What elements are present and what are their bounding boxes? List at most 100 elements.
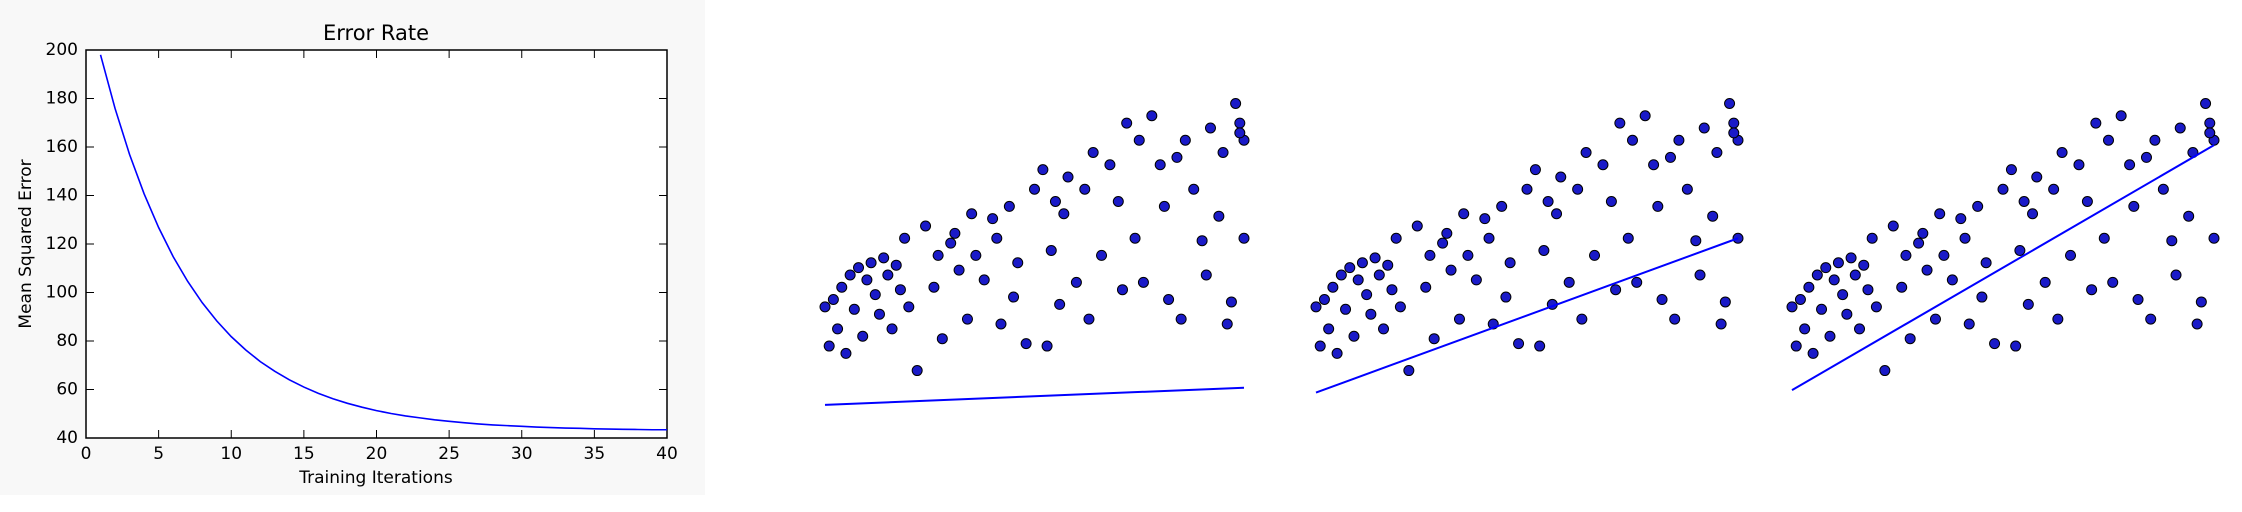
- point: [2090, 117, 2102, 129]
- point: [1929, 313, 1941, 325]
- point: [1980, 257, 1992, 269]
- point: [1348, 330, 1360, 342]
- point: [2056, 147, 2068, 158]
- point: [1049, 196, 1061, 207]
- point: [1724, 98, 1736, 109]
- point: [1112, 196, 1124, 207]
- point: [2065, 249, 2077, 261]
- point: [1037, 164, 1049, 176]
- y-tick-label: 120: [46, 234, 78, 254]
- point: [819, 301, 831, 313]
- point: [1390, 232, 1402, 244]
- point: [2204, 117, 2216, 129]
- point: [1386, 284, 1398, 296]
- point: [1079, 183, 1091, 195]
- point: [1790, 340, 1802, 352]
- point: [853, 262, 865, 274]
- point: [1934, 208, 1946, 220]
- point: [832, 323, 844, 335]
- point: [2191, 318, 2203, 330]
- point: [1062, 171, 1074, 183]
- point: [1221, 318, 1233, 330]
- y-tick-label: 100: [46, 283, 78, 303]
- point: [2145, 313, 2157, 325]
- point: [1551, 208, 1563, 220]
- point: [1323, 323, 1335, 335]
- point: [1681, 183, 1693, 195]
- point: [1605, 196, 1617, 207]
- point: [2039, 276, 2051, 288]
- point: [873, 308, 885, 320]
- point: [1627, 134, 1638, 146]
- point: [1803, 281, 1815, 293]
- point: [936, 333, 948, 345]
- point: [2124, 159, 2136, 171]
- point: [1887, 220, 1899, 232]
- point: [1572, 183, 1584, 195]
- point: [1411, 220, 1423, 232]
- point: [978, 274, 990, 286]
- point: [1441, 227, 1453, 239]
- point: [827, 294, 839, 305]
- point: [1483, 232, 1495, 244]
- y-axis-label: Mean Squared Error: [16, 159, 36, 328]
- point: [1610, 284, 1622, 296]
- point: [1200, 269, 1212, 281]
- point: [1799, 323, 1811, 335]
- point: [1555, 171, 1567, 183]
- point: [2081, 196, 2093, 207]
- chart-title: Error Rate: [323, 21, 429, 45]
- point: [2052, 313, 2064, 325]
- point: [1866, 232, 1878, 244]
- point: [2031, 171, 2043, 183]
- point: [1639, 110, 1651, 122]
- point: [1563, 276, 1575, 288]
- point: [1728, 117, 1740, 129]
- axes-frame: [85, 49, 668, 439]
- point: [1862, 284, 1874, 296]
- point: [1534, 340, 1546, 352]
- point: [1858, 259, 1870, 271]
- point: [1496, 200, 1508, 212]
- point: [1504, 257, 1516, 269]
- point: [1458, 208, 1470, 220]
- point: [1719, 296, 1731, 308]
- point: [2183, 210, 2195, 222]
- point: [1238, 232, 1250, 244]
- point: [1513, 338, 1525, 350]
- point: [1837, 289, 1849, 301]
- point: [1664, 151, 1676, 163]
- point: [1529, 164, 1541, 176]
- point: [1096, 249, 1108, 261]
- point: [1310, 301, 1322, 313]
- point: [1500, 291, 1512, 303]
- point: [1318, 294, 1330, 305]
- point: [1845, 252, 1857, 264]
- point: [1614, 117, 1626, 129]
- point: [1963, 318, 1975, 330]
- point: [2107, 276, 2119, 288]
- fit-line: [824, 386, 1245, 406]
- point: [1087, 147, 1099, 158]
- point: [2170, 269, 2182, 281]
- point: [1690, 235, 1702, 247]
- point: [1955, 213, 1967, 225]
- point: [1129, 232, 1141, 244]
- point: [2208, 232, 2220, 244]
- point: [844, 269, 856, 281]
- point: [2157, 183, 2169, 195]
- point: [1196, 235, 1208, 247]
- point: [1652, 200, 1664, 212]
- point: [1340, 303, 1352, 315]
- point: [1369, 252, 1381, 264]
- y-tick-label: 80: [56, 331, 78, 351]
- point: [1335, 269, 1347, 281]
- point: [1083, 313, 1095, 325]
- point: [2027, 208, 2039, 220]
- point: [2086, 284, 2098, 296]
- point: [1041, 340, 1053, 352]
- point: [1542, 196, 1554, 207]
- point: [1146, 110, 1158, 122]
- point: [1058, 208, 1070, 220]
- point: [1807, 347, 1819, 359]
